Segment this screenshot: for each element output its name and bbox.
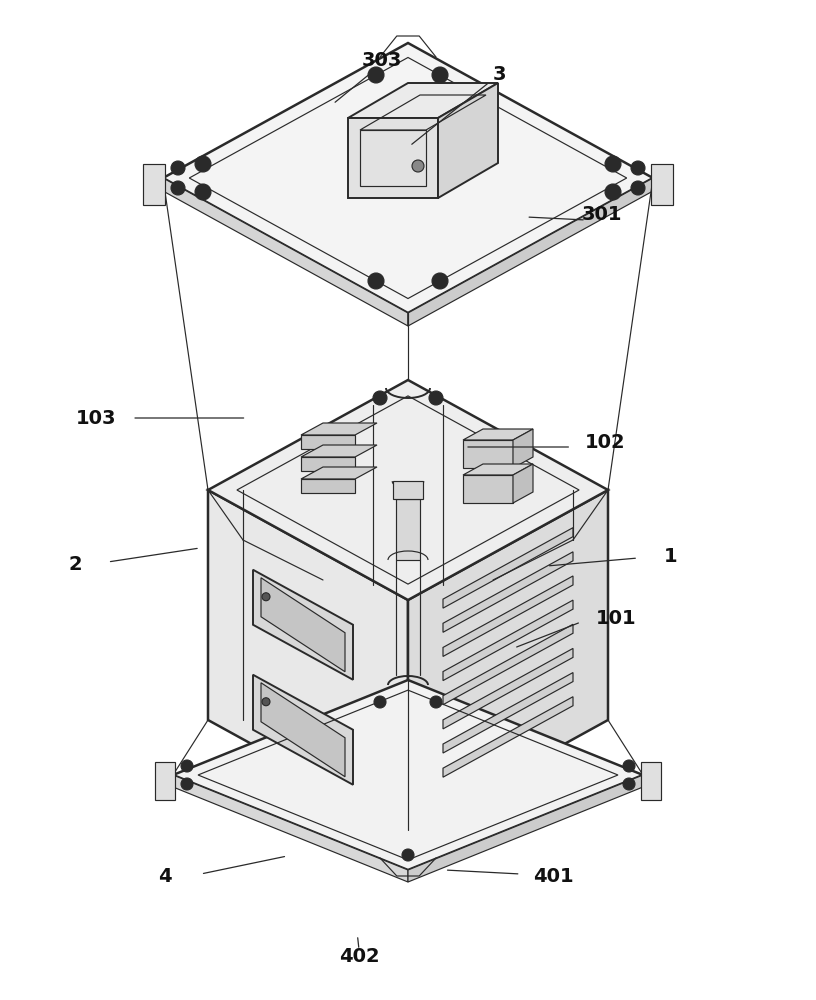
Circle shape <box>605 156 621 172</box>
Polygon shape <box>443 552 573 632</box>
Text: 4: 4 <box>158 866 171 886</box>
Circle shape <box>373 391 387 405</box>
Circle shape <box>432 273 448 289</box>
Polygon shape <box>513 429 533 468</box>
Text: 402: 402 <box>339 946 379 966</box>
Circle shape <box>605 184 621 200</box>
Polygon shape <box>253 675 353 785</box>
Circle shape <box>368 67 384 83</box>
Polygon shape <box>163 43 653 313</box>
Polygon shape <box>396 499 420 560</box>
Polygon shape <box>261 683 345 777</box>
Circle shape <box>368 273 384 289</box>
Text: 103: 103 <box>76 408 117 428</box>
Circle shape <box>412 160 424 172</box>
Polygon shape <box>173 680 643 870</box>
Polygon shape <box>443 673 573 753</box>
Polygon shape <box>155 762 175 800</box>
Polygon shape <box>443 648 573 729</box>
Text: 303: 303 <box>361 50 402 70</box>
Circle shape <box>262 593 270 601</box>
Circle shape <box>171 161 185 175</box>
Polygon shape <box>463 475 513 503</box>
Polygon shape <box>463 429 533 440</box>
Text: 3: 3 <box>493 64 506 84</box>
Polygon shape <box>301 445 377 457</box>
Polygon shape <box>443 528 573 608</box>
Circle shape <box>631 181 645 195</box>
Polygon shape <box>651 164 673 205</box>
Text: 2: 2 <box>69 554 82 574</box>
Circle shape <box>429 391 443 405</box>
Circle shape <box>195 184 211 200</box>
Circle shape <box>262 698 270 706</box>
Circle shape <box>623 760 635 772</box>
Text: 102: 102 <box>585 434 626 452</box>
Polygon shape <box>301 423 377 435</box>
Polygon shape <box>443 624 573 705</box>
Polygon shape <box>443 600 573 681</box>
Polygon shape <box>513 464 533 503</box>
Polygon shape <box>463 440 513 468</box>
Polygon shape <box>301 435 355 449</box>
Polygon shape <box>408 490 608 830</box>
Polygon shape <box>261 578 345 672</box>
Text: 301: 301 <box>582 206 623 225</box>
Circle shape <box>631 161 645 175</box>
Polygon shape <box>301 479 355 493</box>
Polygon shape <box>348 118 438 198</box>
Polygon shape <box>301 467 377 479</box>
Polygon shape <box>208 380 608 600</box>
Text: 1: 1 <box>664 546 677 566</box>
Circle shape <box>181 760 193 772</box>
Polygon shape <box>438 83 498 198</box>
Polygon shape <box>348 83 498 118</box>
Polygon shape <box>173 775 408 882</box>
Circle shape <box>432 67 448 83</box>
Circle shape <box>623 778 635 790</box>
Polygon shape <box>641 762 661 800</box>
Polygon shape <box>463 464 533 475</box>
Text: 401: 401 <box>533 866 574 886</box>
Polygon shape <box>253 570 353 680</box>
Polygon shape <box>408 178 653 326</box>
Polygon shape <box>208 490 408 830</box>
Polygon shape <box>143 164 165 205</box>
Circle shape <box>374 696 386 708</box>
Polygon shape <box>163 178 408 326</box>
Circle shape <box>402 849 414 861</box>
Circle shape <box>171 181 185 195</box>
Circle shape <box>430 696 442 708</box>
Circle shape <box>195 156 211 172</box>
Polygon shape <box>443 697 573 777</box>
Polygon shape <box>301 457 355 471</box>
Text: 101: 101 <box>596 608 636 628</box>
Polygon shape <box>443 576 573 656</box>
Circle shape <box>181 778 193 790</box>
Polygon shape <box>408 775 643 882</box>
Polygon shape <box>392 481 424 499</box>
